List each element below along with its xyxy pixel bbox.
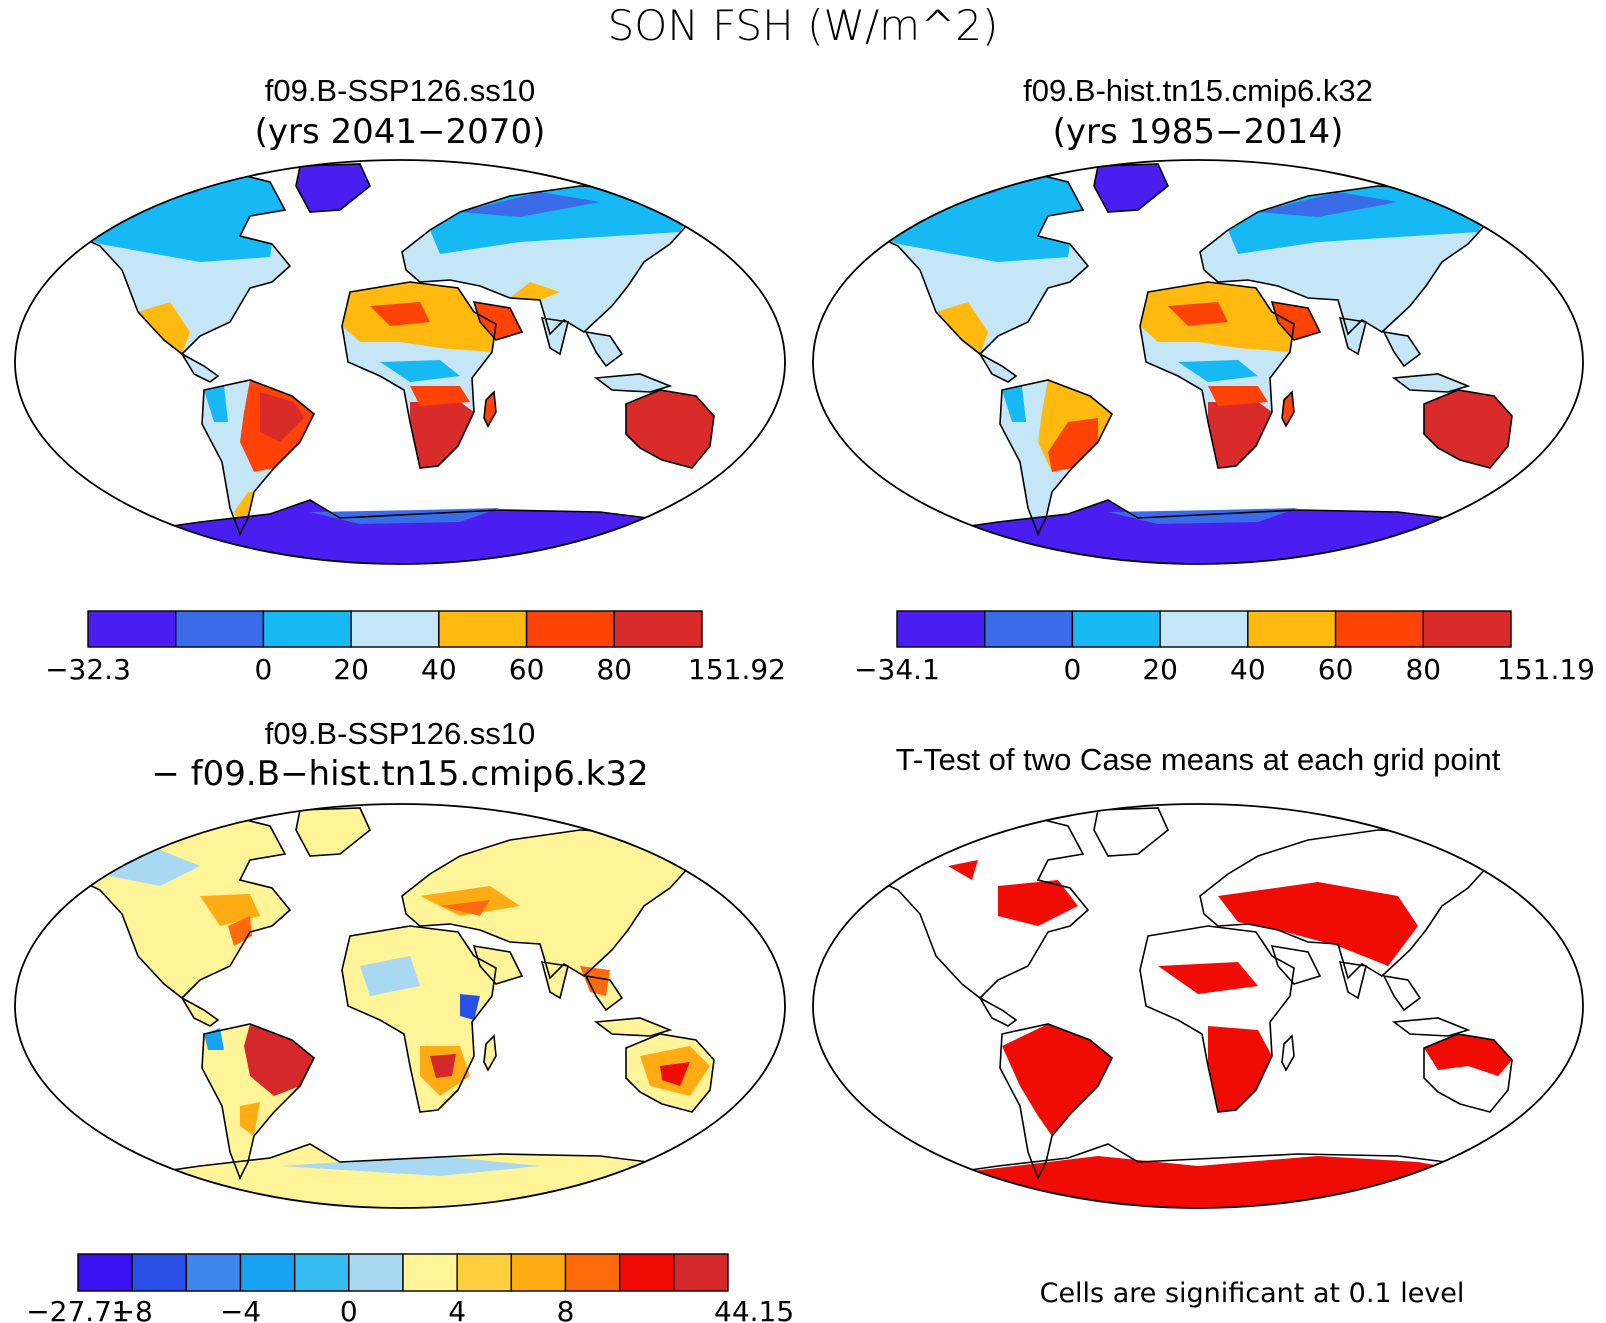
colorbar-swatch <box>1422 610 1512 648</box>
colorbar-swatch <box>175 610 265 648</box>
colorbar-swatch <box>1159 610 1249 648</box>
colorbar-2: −34.1 0 20 40 60 80 151.19 <box>854 610 1595 686</box>
colorbar-tick-label: 60 <box>509 653 545 686</box>
colorbar-swatch <box>131 1253 188 1292</box>
colorbar-tick-label: 4 <box>448 1295 466 1323</box>
panel4-title: T-Test of two Case means at each grid po… <box>896 742 1501 777</box>
colorbar-tick-label: 40 <box>1230 653 1266 686</box>
main-title: SON FSH (W/m^2) <box>608 1 999 50</box>
panel2-map <box>812 159 1584 565</box>
panel2-title: f09.B-hist.tn15.cmip6.k32 <box>1023 73 1373 108</box>
colorbar-swatch <box>293 1253 350 1292</box>
colorbar-swatch <box>77 1253 133 1292</box>
panel1-title: f09.B-SSP126.ss10 <box>265 73 536 108</box>
colorbar-swatch <box>456 1253 513 1292</box>
colorbar-tick-label: −27.71 <box>26 1295 130 1323</box>
colorbar-swatch <box>1334 610 1424 648</box>
colorbar-swatch <box>402 1253 458 1292</box>
colorbar-swatch <box>262 610 352 648</box>
colorbar-3: −27.71−8 −4 0 4 8 44.15 <box>26 1253 794 1323</box>
colorbar-swatch <box>613 610 703 648</box>
colorbar-swatch <box>185 1253 242 1292</box>
panel1-subtitle: (yrs 2041−2070) <box>255 112 546 152</box>
colorbar-tick-label: 20 <box>1142 653 1178 686</box>
colorbar-swatch <box>510 1253 567 1292</box>
colorbar-swatch <box>239 1253 296 1292</box>
colorbar-tick-label: 0 <box>340 1295 358 1323</box>
colorbar-swatch <box>87 610 177 648</box>
colorbar-swatch <box>1247 610 1337 648</box>
colorbar-tick-label: 40 <box>421 653 457 686</box>
colorbar-tick-label: 80 <box>1405 653 1441 686</box>
colorbar-swatch <box>564 1253 621 1292</box>
colorbar-tick-label: 20 <box>333 653 369 686</box>
colorbar-tick-label: 151.19 <box>1497 653 1595 686</box>
colorbar-tick-label: 0 <box>1064 653 1082 686</box>
colorbar-swatch <box>350 610 440 648</box>
panel2-subtitle: (yrs 1985−2014) <box>1053 112 1344 152</box>
colorbar-swatch <box>984 610 1074 648</box>
panel4-map <box>812 803 1584 1209</box>
colorbar-swatch <box>673 1253 729 1292</box>
colorbar-tick-label: 0 <box>255 653 273 686</box>
colorbar-tick-label: −4 <box>220 1295 261 1323</box>
panel3-map <box>14 803 786 1209</box>
colorbar-swatch <box>896 610 986 648</box>
panel1-map <box>14 159 786 565</box>
colorbar-tick-label: 60 <box>1318 653 1354 686</box>
colorbar-tick-label: −8 <box>112 1295 153 1323</box>
colorbar-tick-label: 44.15 <box>714 1295 794 1323</box>
colorbar-swatch <box>525 610 615 648</box>
colorbar-swatch <box>1071 610 1161 648</box>
colorbar-tick-label: −34.1 <box>854 653 940 686</box>
colorbar-tick-label: −32.3 <box>45 653 131 686</box>
colorbar-swatch <box>438 610 528 648</box>
colorbar-swatch <box>618 1253 675 1292</box>
colorbar-tick-label: 151.92 <box>688 653 786 686</box>
colorbar-tick-label: 80 <box>596 653 632 686</box>
colorbar-tick-label: 8 <box>557 1295 575 1323</box>
panel3-subtitle: − f09.B−hist.tn15.cmip6.k32 <box>151 754 648 794</box>
significance-note: Cells are significant at 0.1 level <box>1040 1278 1465 1309</box>
colorbar-1: −32.3 0 20 40 60 80 151.92 <box>45 610 786 686</box>
colorbar-swatch <box>348 1253 404 1292</box>
panel3-title: f09.B-SSP126.ss10 <box>265 716 536 751</box>
